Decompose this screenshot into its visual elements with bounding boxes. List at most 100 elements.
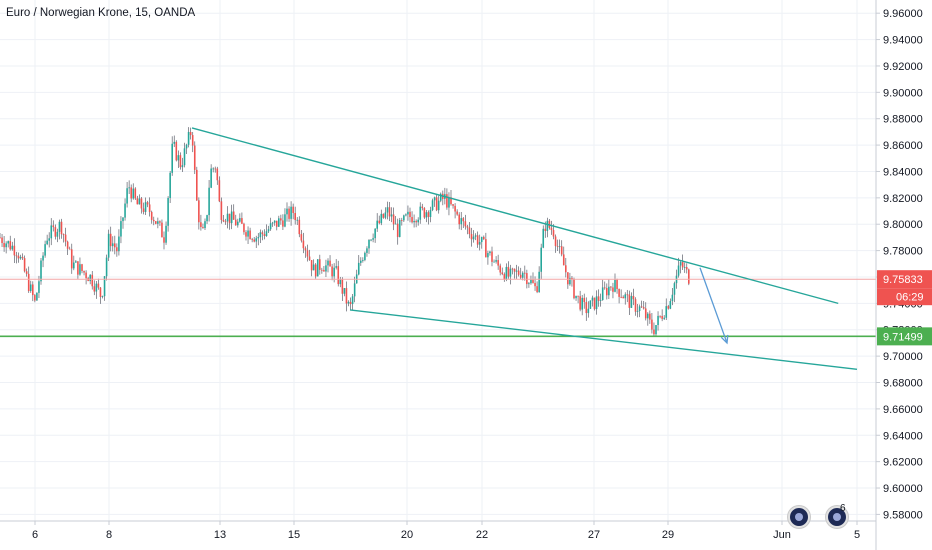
candle-down — [275, 220, 278, 227]
candle-down — [130, 187, 132, 199]
candle-up — [515, 270, 518, 272]
candle-up — [669, 301, 672, 309]
candle-down — [544, 228, 547, 231]
candle-up — [181, 165, 184, 168]
candle-down — [634, 299, 637, 312]
candle-down — [562, 254, 565, 266]
candle-up — [614, 279, 616, 292]
candle-up — [7, 241, 9, 244]
candle-up — [351, 296, 354, 305]
candle-up — [368, 239, 370, 249]
candle-down — [114, 243, 116, 248]
candle-down — [649, 313, 651, 320]
candle-up — [58, 221, 61, 232]
candle-down — [560, 246, 563, 255]
candle-up — [5, 243, 7, 248]
candle-up — [608, 286, 610, 296]
candle-down — [507, 266, 510, 277]
candle-down — [140, 198, 143, 209]
candle-down — [661, 316, 663, 319]
candle-up — [269, 223, 272, 230]
candle-up — [38, 281, 40, 293]
candle-down — [628, 294, 631, 308]
candle-down — [32, 284, 34, 296]
candle-up — [126, 188, 128, 204]
candle-down — [435, 197, 438, 211]
candle-up — [46, 240, 48, 245]
candle-up — [448, 197, 450, 208]
candle-up — [521, 272, 524, 278]
candle-up — [587, 308, 590, 314]
candle-down — [517, 270, 520, 275]
candle-up — [212, 168, 214, 170]
y-tick-label: 9.90000 — [883, 87, 923, 99]
candle-up — [542, 228, 545, 248]
candle-up — [630, 295, 633, 308]
candle-down — [241, 218, 243, 224]
candle-up — [384, 212, 387, 218]
candle-up — [581, 297, 583, 310]
candle-down — [396, 223, 399, 237]
candle-up — [138, 198, 141, 205]
y-tick-label: 9.62000 — [883, 457, 923, 469]
candle-down — [491, 251, 493, 262]
candle-down — [198, 200, 200, 223]
candle-down — [644, 308, 647, 319]
candle-up — [29, 284, 32, 292]
candle-up — [257, 237, 260, 239]
candle-down — [378, 220, 381, 224]
candle-up — [120, 221, 122, 237]
candle-up — [405, 214, 407, 216]
candle-down — [179, 155, 182, 168]
y-tick-label: 9.96000 — [883, 8, 923, 20]
candle-down — [616, 279, 618, 289]
current-price-label: 9.75833 — [883, 274, 923, 286]
candle-up — [575, 295, 577, 299]
globe-icon[interactable] — [788, 506, 810, 528]
candle-up — [538, 271, 540, 292]
candle-down — [52, 225, 55, 228]
candle-down — [220, 201, 223, 220]
candle-up — [353, 283, 356, 297]
candle-up — [144, 202, 147, 212]
candle-up — [284, 214, 286, 227]
candle-up — [386, 207, 389, 213]
candle-up — [95, 283, 98, 292]
candle-up — [79, 264, 81, 275]
drawings[interactable] — [0, 127, 876, 371]
alert-icon[interactable] — [826, 506, 848, 528]
support-price-tag — [877, 327, 932, 346]
candle-down — [497, 260, 499, 266]
candle-up — [255, 238, 258, 242]
candle-down — [3, 243, 5, 248]
candle-down — [280, 218, 282, 221]
candle-down — [610, 286, 612, 288]
x-tick-label: 29 — [662, 529, 674, 541]
candle-up — [171, 143, 173, 173]
candle-up — [124, 203, 126, 218]
candle-up — [226, 213, 229, 222]
candle-up — [425, 212, 428, 218]
candle-up — [493, 261, 495, 263]
candle-up — [569, 277, 571, 285]
y-tick-label: 9.92000 — [883, 61, 923, 73]
countdown-tag — [877, 288, 932, 306]
x-tick-label: 27 — [588, 529, 600, 541]
candle-up — [73, 262, 75, 269]
time-axis[interactable]: 6 8 13 15 20 22 27 29 Jun 5 — [0, 520, 876, 541]
candle-up — [271, 222, 274, 224]
candle-up — [655, 325, 657, 335]
candle-up — [495, 260, 497, 262]
candle-down — [511, 268, 514, 270]
candle-down — [483, 236, 485, 240]
candle-up — [19, 256, 22, 259]
candle-up — [624, 294, 627, 299]
candle-up — [390, 214, 393, 217]
candle-up — [173, 141, 176, 144]
candle-down — [603, 287, 606, 289]
candle-up — [431, 200, 434, 210]
candle-up — [128, 187, 130, 189]
current-price-tag — [877, 270, 932, 289]
candle-down — [446, 194, 448, 208]
